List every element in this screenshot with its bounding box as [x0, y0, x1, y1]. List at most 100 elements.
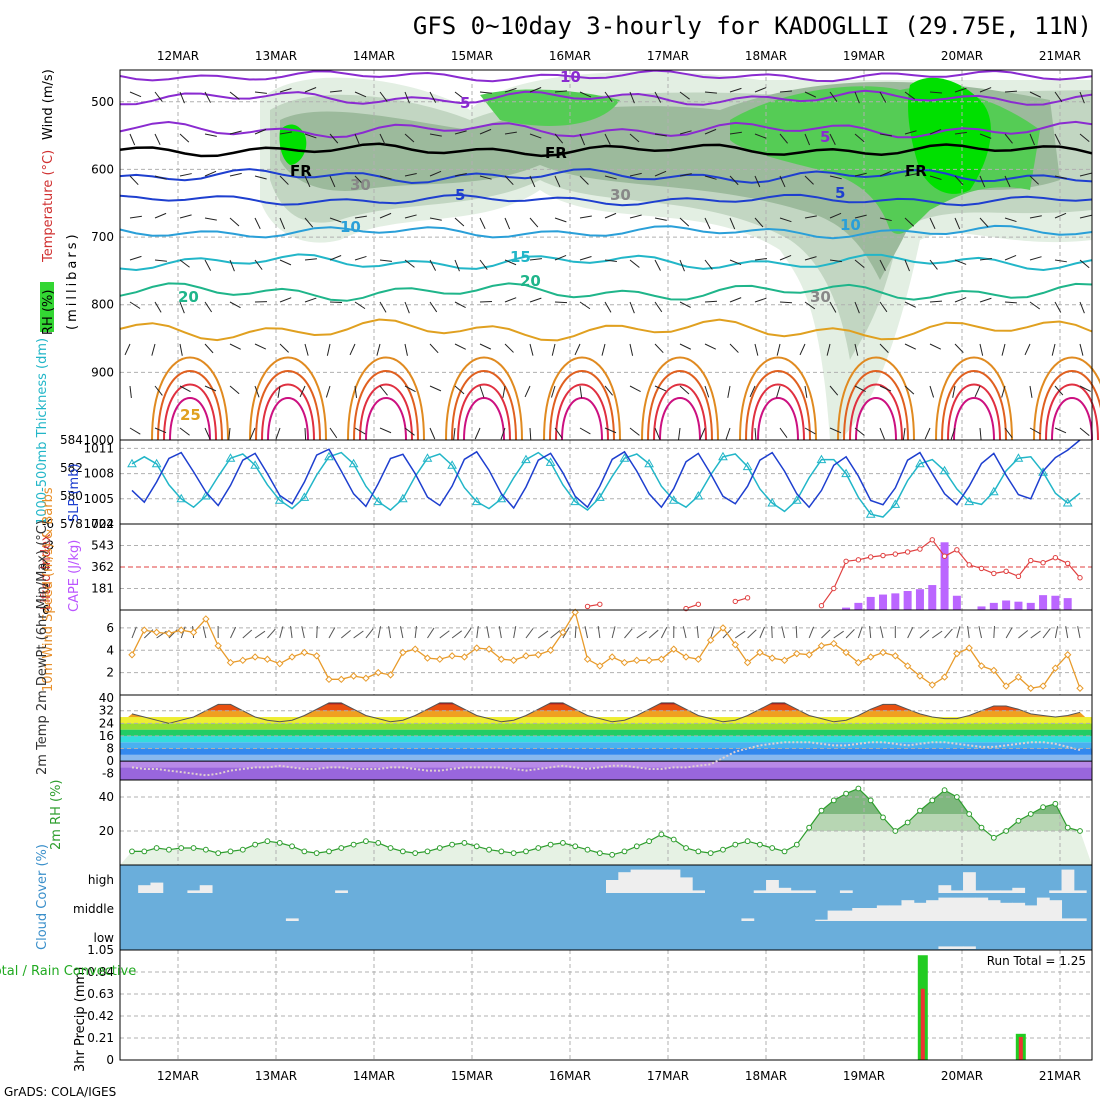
wind-speed-point: [596, 662, 604, 670]
wind-barb: [979, 343, 984, 356]
wind-barb: [854, 214, 867, 219]
wind-barb: [854, 427, 865, 436]
wind-barb: [904, 130, 917, 135]
li-point: [1052, 554, 1059, 561]
cloud-panel: high middle low: [73, 864, 1093, 951]
rh-point: [190, 845, 197, 851]
wind-barb: [404, 427, 415, 436]
li-point: [584, 603, 591, 610]
wind-barb: [451, 630, 463, 639]
wind-barb: [529, 87, 542, 93]
rh-shade: [908, 77, 991, 194]
wind-barb: [729, 259, 742, 266]
wind-barb: [754, 297, 767, 303]
rh-point: [264, 838, 271, 845]
cloud-cell: [913, 902, 927, 921]
wind-barb: [704, 259, 713, 270]
wind-barb: [454, 130, 467, 135]
wind-speed-point: [854, 658, 863, 667]
wind-barb: [554, 90, 567, 93]
slp-line: [131, 439, 1081, 510]
surface-isotherm: [849, 383, 903, 441]
surface-isotherm: [953, 397, 995, 441]
wind-barb: [929, 128, 942, 135]
wind-barb: [829, 91, 838, 103]
li-point: [1077, 575, 1083, 581]
y-tick-label: 700: [91, 230, 114, 244]
wind-speed-point: [682, 653, 690, 661]
wind-barb: [679, 301, 691, 308]
rh-point: [670, 836, 677, 843]
li-point: [597, 601, 603, 607]
wind-barb: [513, 626, 517, 639]
wind-barb: [1029, 385, 1033, 398]
wind-barb: [537, 630, 549, 639]
wind-speed-point: [977, 662, 986, 670]
temp-tick: 32: [99, 704, 114, 718]
cloud-cell: [938, 946, 952, 949]
wind-speed-point: [719, 624, 727, 632]
wind-barb: [229, 91, 240, 100]
surface-isotherm: [169, 397, 211, 441]
wind-speed-point: [780, 656, 789, 665]
thickness-tick: 578: [60, 517, 83, 531]
wind-barb: [904, 173, 917, 177]
cape-bar: [1026, 602, 1035, 610]
wind-barb: [1029, 301, 1041, 310]
thickness-slp-panel: 584 582 580 578 1011 1008 1005 1002: [60, 433, 1093, 531]
surface-isotherm: [941, 370, 1007, 441]
wind-barb: [354, 91, 367, 98]
wind-barb: [929, 300, 943, 303]
wind-barb: [799, 343, 806, 356]
wind-barb: [624, 628, 633, 639]
rh-point: [301, 848, 308, 855]
wind-barb: [551, 343, 556, 356]
wind-barb: [316, 625, 318, 639]
li-point: [954, 547, 960, 553]
temp-ylabel: 2m Temp 2m DewPt (6hr Min/Max) (°C): [35, 520, 50, 775]
wind-barb: [629, 259, 640, 268]
cloud-cell: [199, 885, 213, 893]
wind-barb: [979, 217, 989, 228]
wind-barb: [829, 212, 842, 219]
rh-tick: 20: [99, 824, 114, 838]
upper-ylabel-rh: RH (%): [41, 290, 56, 335]
thickness-point: [1013, 453, 1024, 462]
wind-barb: [879, 133, 892, 137]
cloud-cell: [150, 882, 164, 893]
wind-barb: [579, 133, 586, 146]
contour-label: 10: [560, 68, 581, 86]
wind-barb: [710, 626, 715, 639]
upper-ylabel: RH (%) Temperature (°C) Wind (m/s) (mill…: [41, 69, 80, 335]
wind-barb: [429, 301, 438, 313]
thickness-point: [890, 499, 901, 508]
rh-point: [239, 846, 246, 853]
wind-barb: [154, 212, 167, 219]
surface-isotherm: [659, 397, 701, 441]
rh-point: [707, 850, 714, 856]
wind-barb: [279, 259, 292, 266]
li-point: [744, 595, 751, 601]
wind-barb: [554, 217, 567, 223]
y-tick-label: 600: [91, 162, 114, 176]
upper-ylabel-temp: Temperature (°C): [41, 150, 56, 263]
wind-barb: [636, 630, 647, 639]
wind-barb: [629, 133, 640, 143]
rh-point: [892, 828, 899, 834]
wind-barb: [229, 343, 241, 350]
isotherm-line: [119, 318, 1093, 342]
surface-isotherm: [757, 397, 799, 441]
wind-barb: [729, 297, 742, 303]
wind-ylabel: 10m Wind Speed (m/s) & Barbs: [41, 487, 56, 692]
rh-point: [313, 850, 320, 856]
rh-point: [867, 797, 874, 804]
wind-barb: [479, 128, 492, 135]
wind-barb: [776, 343, 781, 356]
rh-point: [621, 848, 628, 855]
cloud-cell: [889, 905, 902, 921]
thickness-point: [816, 454, 827, 464]
wind-barb: [1029, 133, 1035, 146]
wind-tick: 4: [106, 643, 114, 657]
wind-barb: [579, 175, 589, 185]
wind-barb: [379, 385, 388, 396]
